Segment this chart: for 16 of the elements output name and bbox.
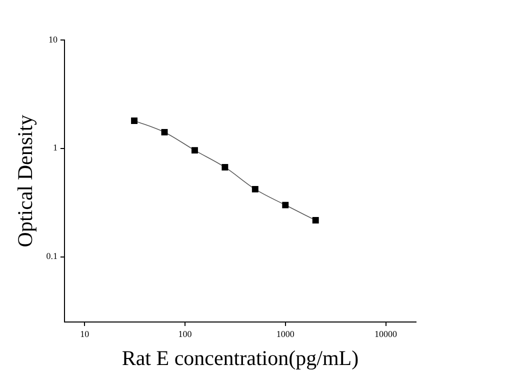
point: [252, 186, 258, 192]
y-tick-label: 10: [48, 34, 58, 44]
point: [191, 147, 198, 154]
y-tick-label: 0.1: [46, 251, 58, 262]
point: [282, 202, 289, 208]
x-tick-label: 100: [178, 328, 192, 339]
point: [222, 164, 228, 170]
y-axis-title: Optical Density: [13, 114, 38, 248]
point: [312, 217, 319, 224]
x-tick-label: 10000: [374, 328, 398, 339]
x-axis-title: Rat E concentration(pg/mL): [122, 346, 359, 370]
point: [161, 128, 168, 136]
x-tick-label: 10: [80, 328, 90, 339]
point: [131, 117, 138, 124]
y-tick-label: 1: [52, 142, 58, 153]
x-tick-label: 1000: [276, 328, 295, 339]
